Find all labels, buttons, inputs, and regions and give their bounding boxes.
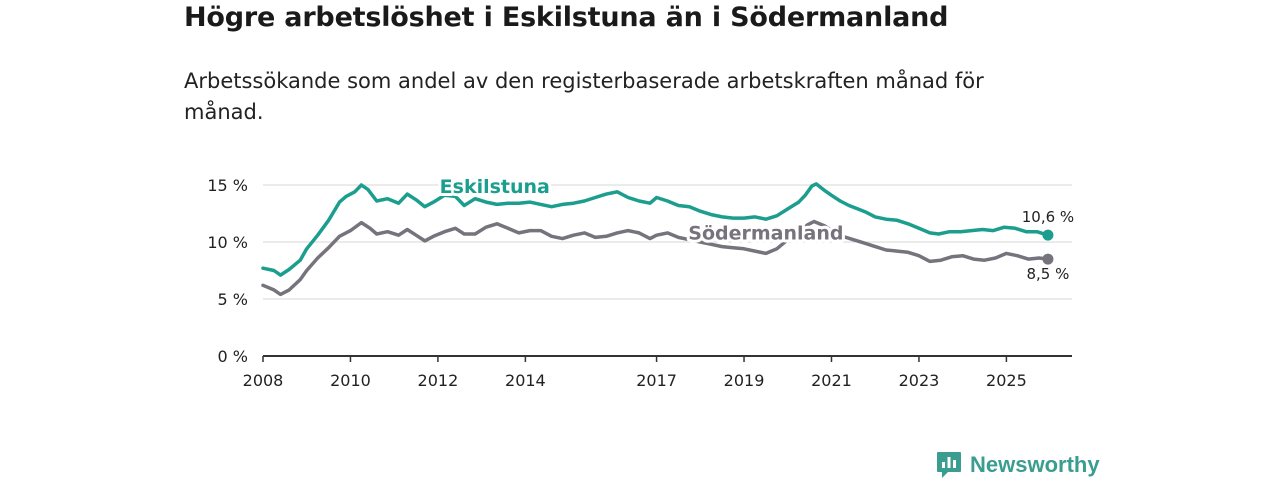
series-line-eskilstuna (261, 182, 1050, 277)
y-tick-label: 5 % (218, 290, 248, 309)
series-endpoint-sodermanland (1042, 253, 1054, 265)
chart-subtitle: Arbetssökande som andel av den registerb… (184, 69, 984, 124)
series-endpoint-eskilstuna (1042, 229, 1054, 241)
newsworthy-logo[interactable]: Newsworthy (936, 448, 1100, 482)
x-tick-label: 2023 (899, 371, 940, 390)
series-label-eskilstuna: Eskilstuna (440, 176, 550, 198)
x-tick-label: 2012 (418, 371, 459, 390)
chart-title: Högre arbetslöshet i Eskilstuna än i Söd… (184, 2, 949, 33)
brand-name: Newsworthy (970, 452, 1100, 477)
x-tick-label: 2010 (330, 371, 371, 390)
y-axis-ticks: 0 % 5 % 10 % 15 % (207, 176, 248, 366)
grid-lines (263, 184, 1072, 357)
y-tick-label: 10 % (207, 233, 248, 252)
line-chart: 0 %5 %10 %15 % 2008 2010 2012 2014 2017 2019 2… (207, 173, 1077, 390)
series-label-sodermanland: Södermanland (688, 223, 843, 245)
end-value-label-eskilstuna: 10,6 % (1022, 208, 1074, 226)
series-labels: Eskilstuna Södermanland 10,6 % 8,5 % (437, 173, 1077, 285)
x-tick-label: 2021 (811, 371, 852, 390)
y-tick-label: 0 % (218, 347, 248, 366)
x-tick-label: 2014 (505, 371, 546, 390)
end-value-label-sodermanland: 8,5 % (1027, 265, 1070, 283)
series-lines (261, 182, 1054, 297)
y-tick-label: 15 % (207, 176, 248, 195)
x-tick-label: 2019 (724, 371, 765, 390)
bar-chart-speech-bubble-icon (937, 452, 961, 478)
x-tick-label: 2008 (243, 371, 284, 390)
x-axis-ticks: 2008 2010 2012 2014 2017 2019 2021 2023 2025 (243, 356, 1027, 390)
x-tick-label: 2025 (986, 371, 1027, 390)
x-tick-label: 2017 (636, 371, 677, 390)
series-line-sodermanland (261, 219, 1050, 297)
